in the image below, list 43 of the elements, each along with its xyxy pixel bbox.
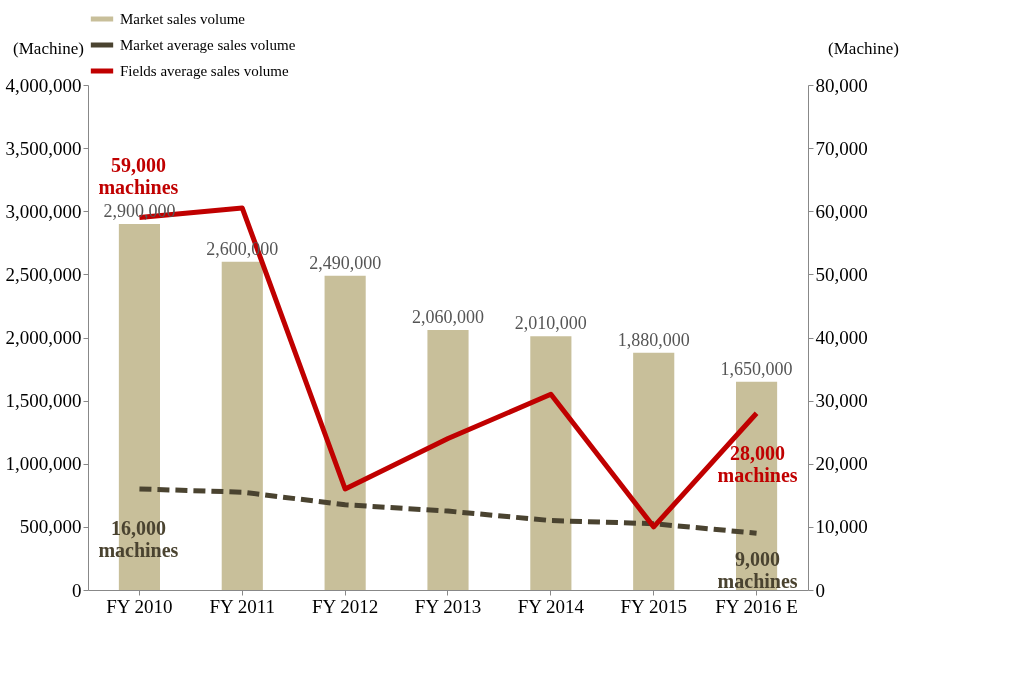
data-label: 1,880,000 <box>617 329 690 350</box>
annotation: 59,000 machines <box>98 153 179 198</box>
y2-tick-label: 10,000 <box>815 516 868 538</box>
y2-tick-label: 70,000 <box>815 137 868 159</box>
x-tick-label: FY 2011 <box>209 595 276 617</box>
legend-label: Market average sales volume <box>120 37 296 53</box>
y2-tick-label: 50,000 <box>815 263 868 285</box>
y-tick-label: 4,000,000 <box>5 74 82 96</box>
data-label: 1,650,000 <box>720 358 793 379</box>
x-tick-label: FY 2013 <box>414 595 482 617</box>
bar <box>530 336 572 590</box>
y-tick-label: 500,000 <box>19 516 82 538</box>
bar <box>221 261 263 590</box>
bar <box>324 275 366 590</box>
y-tick-label: 3,500,000 <box>5 137 82 159</box>
y2-tick-label: 30,000 <box>815 390 868 412</box>
data-label: 2,900,000 <box>103 200 176 221</box>
data-label: 2,060,000 <box>412 306 484 327</box>
x-tick-label: FY 2014 <box>517 595 585 617</box>
y-tick-label: 1,500,000 <box>5 390 82 412</box>
data-label: 2,010,000 <box>514 313 587 334</box>
y2-tick-label: 60,000 <box>815 200 868 222</box>
data-label: 2,490,000 <box>309 252 382 273</box>
y2-tick-label: 0 <box>815 579 825 601</box>
y-tick-label: 0 <box>72 579 82 601</box>
y-tick-label: 3,000,000 <box>5 200 82 222</box>
y2-tick-label: 40,000 <box>815 327 868 348</box>
legend-label: Fields average sales volume <box>120 63 290 79</box>
y2-tick-label: 20,000 <box>815 453 868 475</box>
bar <box>427 329 469 590</box>
x-tick-label: FY 2016 E <box>715 595 798 617</box>
bar <box>633 352 675 590</box>
y-tick-label: 1,000,000 <box>5 453 82 475</box>
x-tick-label: FY 2012 <box>311 595 379 617</box>
y2-tick-label: 80,000 <box>815 74 868 96</box>
legend-label: Market sales volume <box>120 11 246 27</box>
y2-axis-title: (Machine) <box>828 38 899 58</box>
y-axis-title: (Machine) <box>13 38 84 58</box>
x-tick-label: FY 2015 <box>620 595 687 617</box>
y-tick-label: 2,500,000 <box>5 263 82 285</box>
x-tick-label: FY 2010 <box>106 595 173 617</box>
annotation: 28,000 machines <box>717 441 798 486</box>
y-tick-label: 2,000,000 <box>5 327 82 348</box>
